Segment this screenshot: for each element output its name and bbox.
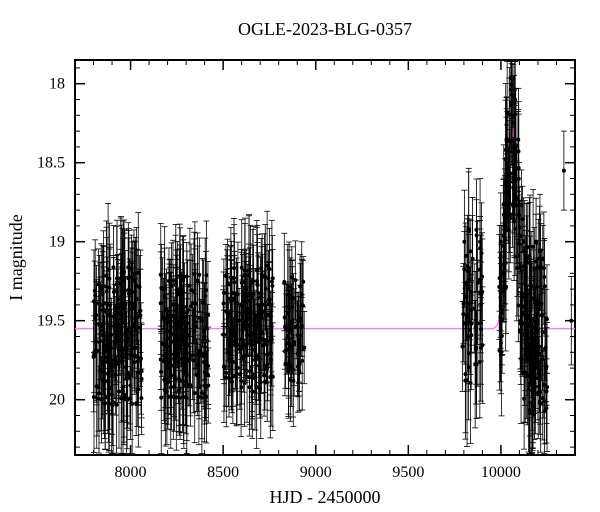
y-tick-label: 18.5 bbox=[37, 155, 65, 172]
data-points bbox=[91, 62, 575, 454]
x-axis-label: HJD - 2450000 bbox=[270, 487, 381, 507]
chart-title: OGLE-2023-BLG-0357 bbox=[238, 19, 412, 39]
y-tick-label: 18 bbox=[49, 76, 65, 93]
x-tick-label: 9000 bbox=[300, 464, 332, 481]
x-tick-label: 9500 bbox=[392, 464, 424, 481]
y-tick-label: 19.5 bbox=[37, 313, 65, 330]
y-tick-label: 19 bbox=[49, 234, 65, 251]
y-tick-label: 20 bbox=[49, 392, 65, 409]
chart-svg: OGLE-2023-BLG-0357 8000 8500 9000 9500 10000 1… bbox=[0, 0, 600, 512]
x-tick-label: 10000 bbox=[481, 464, 521, 481]
light-curve-chart: OGLE-2023-BLG-0357 8000 8500 9000 9500 10000 1… bbox=[0, 0, 600, 512]
x-tick-label: 8500 bbox=[207, 464, 239, 481]
y-axis-label: I magnitude bbox=[6, 214, 26, 300]
x-tick-label: 8000 bbox=[115, 464, 147, 481]
